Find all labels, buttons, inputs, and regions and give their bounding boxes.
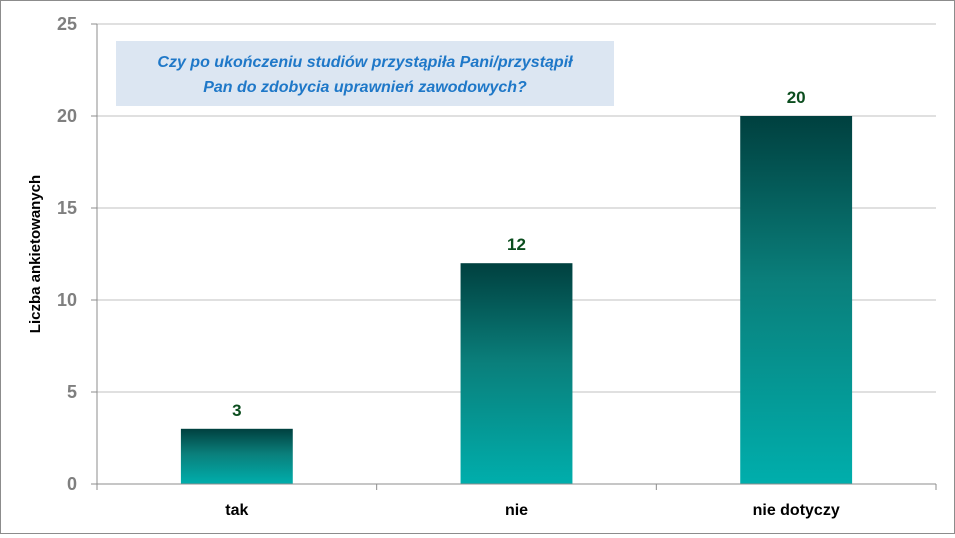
y-axis-label: Liczba ankietowanych xyxy=(27,175,44,333)
bar-nie xyxy=(460,263,573,484)
y-tick-label: 10 xyxy=(57,290,77,310)
y-tick-label: 20 xyxy=(57,106,77,126)
bar-tak xyxy=(180,428,293,484)
data-label: 12 xyxy=(507,235,526,254)
data-label: 20 xyxy=(787,88,806,107)
bars xyxy=(180,116,853,484)
data-label: 3 xyxy=(232,401,241,420)
y-tick-label: 5 xyxy=(67,382,77,402)
chart-title-line-1: Czy po ukończeniu studiów przystąpiła Pa… xyxy=(157,54,573,71)
y-tick-label: 15 xyxy=(57,198,77,218)
y-tick-label: 0 xyxy=(67,474,77,494)
x-tick-label: nie dotyczy xyxy=(753,502,840,519)
x-tick-label: nie xyxy=(505,502,528,519)
bar-nie-dotyczy xyxy=(740,116,853,484)
chart-title-line-2: Pan do zdobycia uprawnień zawodowych? xyxy=(203,79,527,96)
axes xyxy=(91,23,937,490)
y-tick-label: 25 xyxy=(57,14,77,34)
chart-title-box xyxy=(116,41,614,106)
x-tick-label: tak xyxy=(225,502,248,519)
chart-title: Czy po ukończeniu studiów przystąpiła Pa… xyxy=(116,41,614,106)
labels: 0 5 10 15 20 25 3 tak 12 nie 20 nie dotyczy xyxy=(57,14,840,519)
